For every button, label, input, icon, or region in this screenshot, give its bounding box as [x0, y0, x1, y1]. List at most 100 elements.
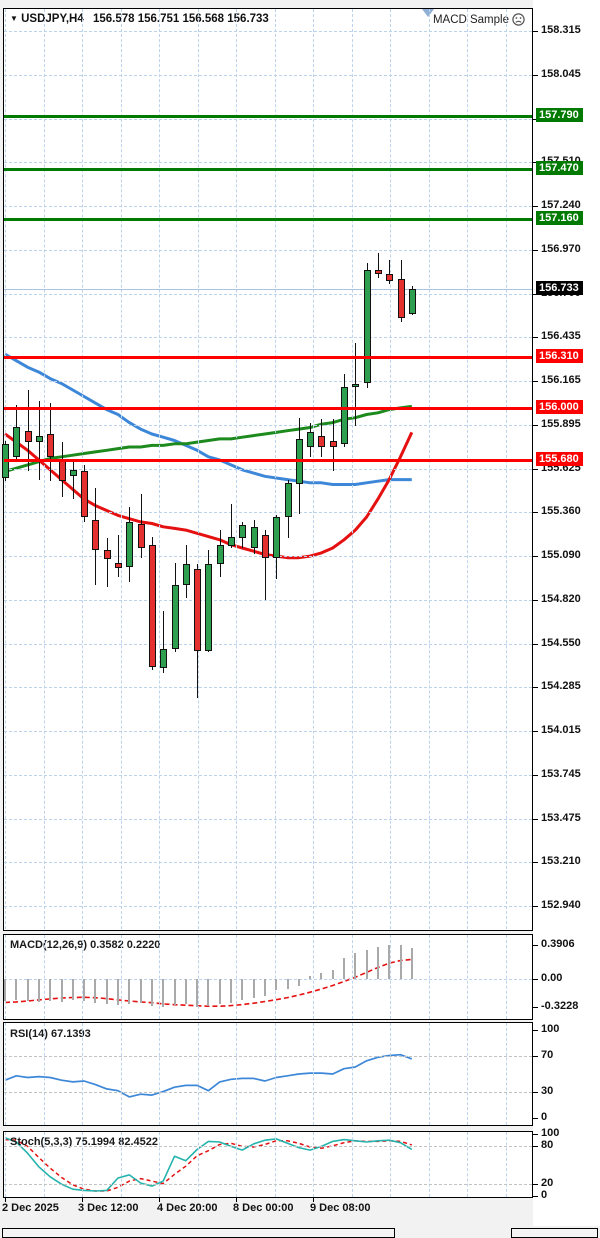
- bottom-panel-stub-left[interactable]: [2, 1228, 395, 1238]
- chart-title: ▼ USDJPY,H4 156.578 156.751 156.568 156.…: [10, 13, 269, 25]
- macd-histogram-bar: [128, 978, 131, 1005]
- price-gridline: [4, 162, 532, 164]
- axis-tick: [533, 30, 538, 32]
- stoch-gridline: [236, 1132, 237, 1197]
- macd-gridline: [120, 935, 122, 1019]
- axis-tick: [533, 118, 538, 120]
- price-axis-label: 156.970: [541, 242, 581, 255]
- rsi-gridline: [159, 1023, 160, 1125]
- rsi-gridline: [467, 1023, 468, 1125]
- stoch-gridline: [120, 1132, 122, 1197]
- macd-gridline: [505, 935, 507, 1019]
- candle-body-down: [318, 435, 326, 447]
- time-gridline: [82, 9, 83, 929]
- stoch-gridline: [5, 1132, 6, 1197]
- candle-body-up: [160, 648, 168, 669]
- time-axis-label: 3 Dec 12:00: [78, 1202, 139, 1214]
- axis-tick: [533, 469, 538, 470]
- rsi-gridline: [197, 1023, 199, 1125]
- axis-tick: [533, 162, 538, 164]
- rsi-label: RSI(14) 67.1393: [10, 1028, 91, 1040]
- candle-body-down: [329, 440, 337, 447]
- axis-tick: [533, 819, 538, 821]
- axis-tick: [533, 381, 538, 383]
- axis-tick: [533, 206, 538, 208]
- rsi-gridline: [428, 1023, 430, 1125]
- price-axis-column[interactable]: [533, 0, 600, 1226]
- chart-shift-marker-icon[interactable]: [422, 9, 434, 17]
- symbol-timeframe-label: USDJPY,H4: [21, 13, 84, 25]
- candle-body-up: [273, 517, 281, 558]
- time-gridline: [390, 9, 391, 929]
- symbol-dropdown-icon[interactable]: ▼: [10, 14, 18, 23]
- time-gridline: [467, 9, 468, 929]
- candle-body-down: [58, 460, 66, 482]
- green-level-price-badge: 157.160: [536, 211, 583, 226]
- macd-histogram-bar: [241, 978, 244, 1000]
- axis-tick: [533, 862, 538, 864]
- rsi-gridline: [120, 1023, 122, 1125]
- candle-body-up: [35, 435, 43, 443]
- time-gridline: [236, 9, 237, 929]
- candle-wick: [231, 504, 232, 548]
- stoch-gridline: [313, 1132, 314, 1197]
- price-axis-label: 154.285: [541, 680, 581, 693]
- axis-tick: [533, 556, 538, 558]
- rsi-gridline: [274, 1023, 276, 1125]
- stoch-gridline: [351, 1132, 353, 1197]
- time-axis-tick: [313, 1198, 314, 1202]
- macd-histogram-bar: [354, 952, 357, 979]
- macd-histogram-bar: [218, 978, 221, 1005]
- candle-wick: [389, 259, 391, 285]
- macd-histogram-bar: [275, 978, 278, 991]
- resistance-line: [4, 167, 532, 171]
- macd-histogram-bar: [410, 947, 413, 979]
- price-axis-label: 154.015: [541, 724, 581, 737]
- price-axis-label: 153.745: [541, 768, 581, 781]
- ea-smiley-icon[interactable]: [512, 13, 525, 26]
- macd-histogram-bar: [60, 978, 63, 1002]
- macd-histogram-bar: [331, 970, 334, 979]
- bottom-panel-stub-right[interactable]: [511, 1228, 598, 1238]
- axis-tick: [533, 731, 538, 733]
- candle-body-up: [341, 386, 348, 444]
- support-line: [4, 356, 532, 360]
- axis-tick: [533, 293, 538, 295]
- rsi-gridline: [390, 1023, 391, 1125]
- macd-zero-line: [4, 978, 532, 980]
- price-gridline: [4, 118, 532, 120]
- price-axis-label: 154.820: [541, 593, 581, 606]
- macd-histogram-bar: [196, 978, 199, 1007]
- candle-body-down: [386, 274, 394, 281]
- price-gridline: [4, 644, 532, 646]
- candle-body-up: [126, 521, 134, 568]
- green-level-price-badge: 157.790: [536, 108, 583, 123]
- candle-body-down: [81, 471, 89, 518]
- axis-tick: [533, 1133, 538, 1135]
- candle-wick: [163, 611, 165, 674]
- price-axis-label: 158.045: [541, 67, 581, 80]
- macd-histogram-bar: [94, 978, 97, 1003]
- time-axis-label: 4 Dec 20:00: [157, 1202, 218, 1214]
- time-gridline: [428, 9, 430, 929]
- macd-gridline: [390, 935, 391, 1019]
- axis-tick: [533, 1007, 538, 1009]
- rsi-gridline: [5, 1023, 6, 1125]
- axis-tick: [533, 1056, 538, 1058]
- time-gridline: [313, 9, 314, 929]
- price-axis-label: 155.360: [541, 505, 581, 518]
- stoch-level-line: [4, 1146, 532, 1148]
- time-gridline: [43, 9, 45, 929]
- macd-histogram-bar: [309, 976, 312, 979]
- macd-histogram-bar: [376, 947, 379, 979]
- candle-body-up: [228, 536, 235, 547]
- stoch-gridline: [43, 1132, 45, 1197]
- price-gridline: [4, 206, 532, 208]
- time-axis-tick: [159, 1198, 160, 1202]
- candle-body-down: [24, 430, 32, 443]
- time-axis-tick: [236, 1198, 237, 1202]
- candle-body-down: [397, 279, 405, 319]
- candle-wick: [72, 460, 74, 500]
- axis-tick: [533, 1196, 538, 1197]
- macd-axis-label: 0.3906: [541, 937, 575, 950]
